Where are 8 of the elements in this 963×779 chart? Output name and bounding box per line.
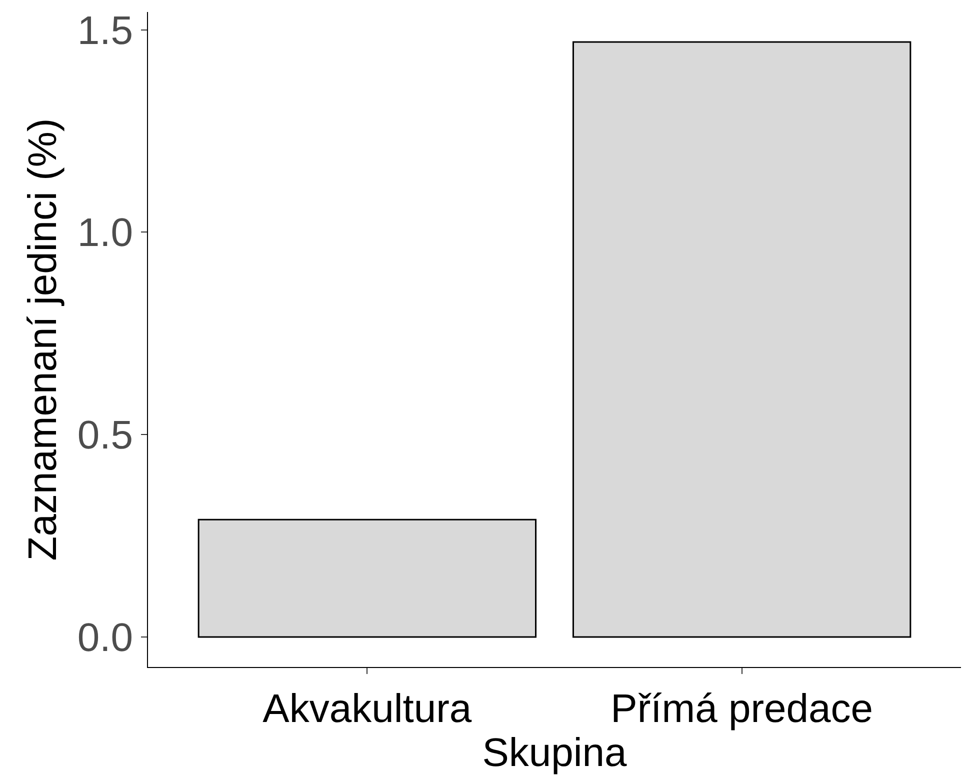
x-tick-label: Akvakultura: [262, 687, 472, 731]
x-axis-title: Skupina: [482, 731, 628, 775]
y-tick-label: 1.5: [77, 8, 133, 53]
y-tick-label: 0.5: [77, 414, 133, 458]
x-tick-label: Přímá predace: [610, 687, 873, 731]
y-tick-label: 1.0: [77, 211, 133, 256]
y-axis-title: Zaznamenaní jedinci (%): [20, 118, 65, 561]
y-tick-label: 0.0: [77, 616, 133, 660]
